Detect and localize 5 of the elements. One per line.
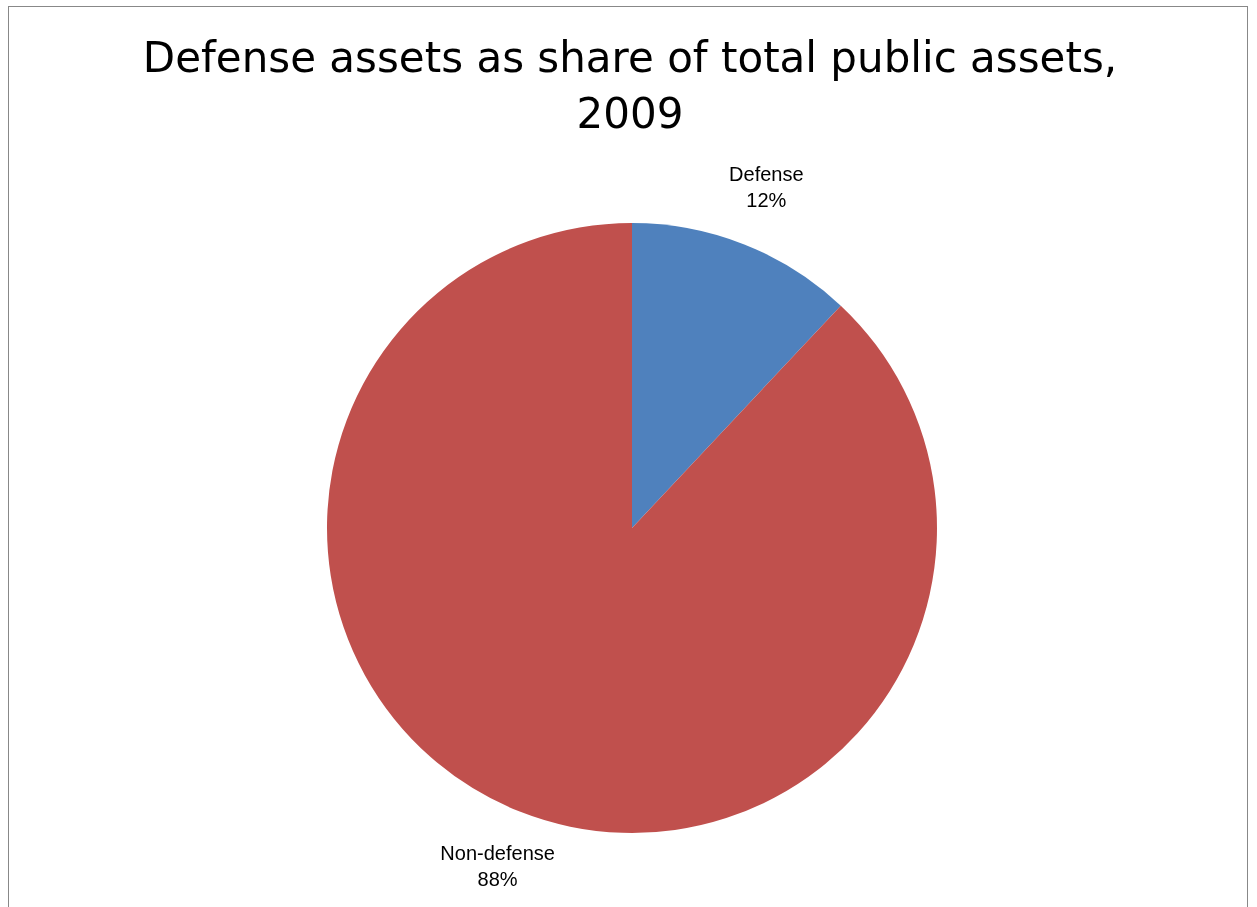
slice-label: Defense bbox=[729, 163, 804, 186]
slice-label: Non-defense bbox=[440, 841, 555, 864]
chart-title: Defense assets as share of total public assets, 2009 bbox=[141, 32, 1119, 140]
data-label: 88% bbox=[477, 867, 518, 890]
data-label: 12% bbox=[746, 189, 787, 212]
